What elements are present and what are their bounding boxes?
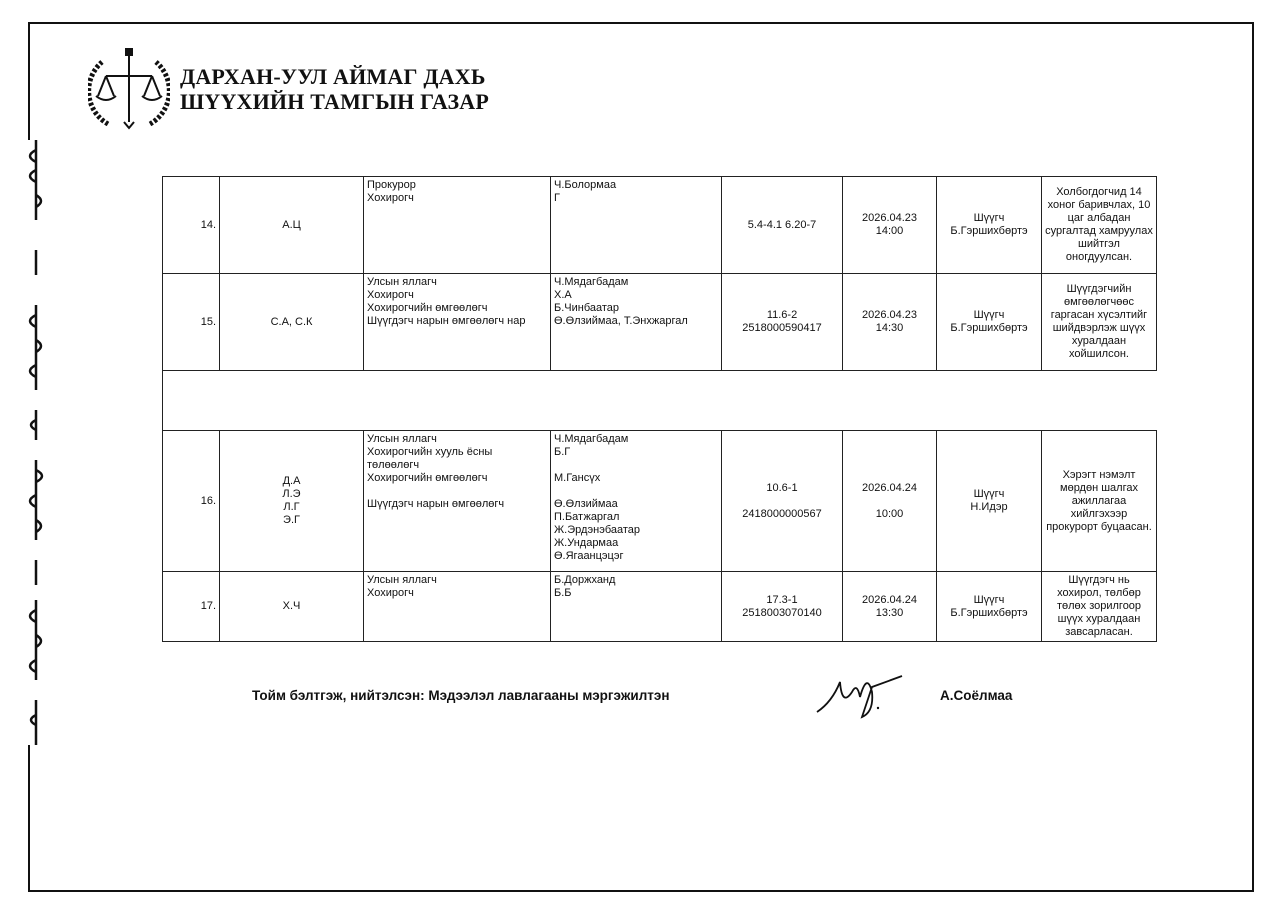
case-article: 10.6-1 2418000000567	[721, 430, 843, 572]
organization-title: ДАРХАН-УУЛ АЙМАГ ДАХЬ ШҮҮХИЙН ТАМГЫН ГАЗ…	[180, 64, 489, 114]
participant-roles: Улсын яллагч Хохирогч Хохирогчийн өмгөөл…	[363, 273, 551, 371]
page-border	[28, 22, 1254, 892]
participant-names: Б.Доржханд Б.Б	[550, 571, 722, 642]
hearing-datetime: 2026.04.23 14:30	[842, 273, 937, 371]
page-border-left	[28, 745, 30, 892]
judge: Шүүгч Н.Идэр	[936, 430, 1042, 572]
defendant: С.А, С.К	[219, 273, 364, 371]
case-article: 11.6-2 2518000590417	[721, 273, 843, 371]
page-break-gap	[162, 370, 1157, 431]
hearing-result: Шүүгдэгчийн өмгөөлөгчөөс гаргасан хүсэлт…	[1041, 273, 1157, 371]
row-number: 15.	[162, 273, 220, 371]
judge: Шүүгч Б.Гэршихбөртэ	[936, 176, 1042, 274]
hearing-result: Холбогдогчид 14 хоног баривчлах, 10 цаг …	[1041, 176, 1157, 274]
signature	[816, 675, 903, 719]
defendant: Х.Ч	[219, 571, 364, 642]
court-emblem-logo	[88, 48, 170, 130]
judge: Шүүгч Б.Гэршихбөртэ	[936, 571, 1042, 642]
hearing-result: Шүүгдэгч нь хохирол, төлбөр төлөх зорилг…	[1041, 571, 1157, 642]
participant-roles: Улсын яллагч Хохирогч	[363, 571, 551, 642]
case-article: 5.4-4.1 6.20-7	[721, 176, 843, 274]
hearing-datetime: 2026.04.24 13:30	[842, 571, 937, 642]
defendant: Д.А Л.Э Л.Г Э.Г	[219, 430, 364, 572]
org-line-1: ДАРХАН-УУЛ АЙМАГ ДАХЬ	[180, 64, 486, 89]
mongolian-script-margin	[28, 140, 44, 745]
row-number: 16.	[162, 430, 220, 572]
hearing-datetime: 2026.04.24 10:00	[842, 430, 937, 572]
hearing-schedule-table: 14. А.Ц Прокурор Хохирогч Ч.Болормаа Г 5…	[162, 176, 1157, 642]
judge: Шүүгч Б.Гэршихбөртэ	[936, 273, 1042, 371]
row-number: 14.	[162, 176, 220, 274]
table-row: 15. С.А, С.К Улсын яллагч Хохирогч Хохир…	[162, 273, 1157, 371]
table-row: 17. Х.Ч Улсын яллагч Хохирогч Б.Доржханд…	[162, 571, 1157, 642]
signer-name: А.Соёлмаа	[940, 688, 1013, 703]
row-number: 17.	[162, 571, 220, 642]
participant-names: Ч.Мядагбадам Б.Г М.Гансүх Ө.Өлзиймаа П.Б…	[550, 430, 722, 572]
table-row: 16. Д.А Л.Э Л.Г Э.Г Улсын яллагч Хохирог…	[162, 430, 1157, 572]
participant-roles: Улсын яллагч Хохирогчийн хууль ёсны төлө…	[363, 430, 551, 572]
participant-names: Ч.Мядагбадам Х.А Б.Чинбаатар Ө.Өлзиймаа,…	[550, 273, 722, 371]
defendant: А.Ц	[219, 176, 364, 274]
page-border-left	[28, 22, 30, 140]
org-line-2: ШҮҮХИЙН ТАМГЫН ГАЗАР	[180, 89, 489, 114]
case-article: 17.3-1 2518003070140	[721, 571, 843, 642]
prepared-by-label: Тойм бэлтгэж, нийтэлсэн: Мэдээлэл лавлаг…	[252, 688, 670, 703]
hearing-result: Хэрэгт нэмэлт мөрдөн шалгах ажиллагаа хи…	[1041, 430, 1157, 572]
table-row: 14. А.Ц Прокурор Хохирогч Ч.Болормаа Г 5…	[162, 176, 1157, 274]
hearing-datetime: 2026.04.23 14:00	[842, 176, 937, 274]
participant-roles: Прокурор Хохирогч	[363, 176, 551, 274]
participant-names: Ч.Болормаа Г	[550, 176, 722, 274]
